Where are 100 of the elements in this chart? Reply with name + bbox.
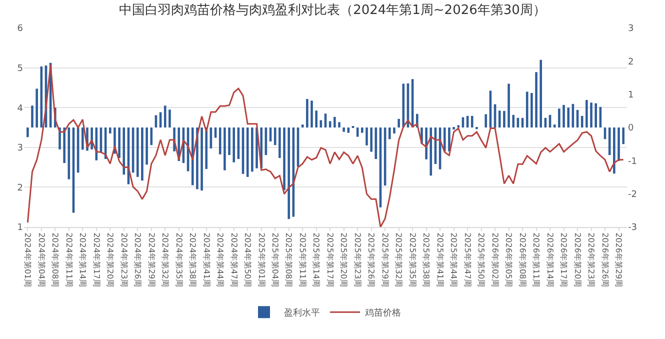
bar xyxy=(388,128,391,140)
x-tick-label: 2025年第47周 xyxy=(462,232,472,288)
bar xyxy=(109,128,112,134)
x-tick-label: 2026年第08周 xyxy=(518,232,527,288)
x-tick-label: 2024年第23周 xyxy=(119,232,128,288)
x-tick-label: 2025年第04周 xyxy=(270,232,280,288)
bar xyxy=(200,128,203,191)
bar xyxy=(224,128,226,170)
x-tick-label: 2025年第08周 xyxy=(284,232,294,288)
bar xyxy=(448,128,450,152)
bar xyxy=(278,128,281,158)
bar xyxy=(310,100,313,128)
bar xyxy=(334,116,336,128)
x-tick-label: 2026年第20周 xyxy=(572,232,582,288)
bar xyxy=(320,120,322,128)
x-tick-label: 2025年第01周 xyxy=(256,232,266,288)
y-tick-label: 3 xyxy=(17,144,23,154)
x-tick-label: 2025年第32周 xyxy=(394,232,404,288)
y2-tick-label: 1 xyxy=(628,90,634,100)
bar xyxy=(31,106,34,128)
x-tick-label: 2025年第38周 xyxy=(422,232,431,288)
bar xyxy=(530,93,533,128)
bar xyxy=(122,128,126,175)
x-tick-label: 2026年第23周 xyxy=(586,232,596,288)
y2-tick-label: -2 xyxy=(628,190,637,200)
bar xyxy=(82,128,84,150)
y2-tick-label: -1 xyxy=(628,156,637,167)
bar xyxy=(347,128,350,133)
x-tick-label: 2026年第26周 xyxy=(600,232,610,288)
bar xyxy=(613,128,616,174)
x-tick-label: 2024年第20周 xyxy=(106,232,115,288)
x-tick-label: 2024年第35周 xyxy=(174,232,184,288)
bar xyxy=(562,104,565,128)
bar xyxy=(306,98,308,128)
bar xyxy=(398,118,400,128)
x-tick-label: 2026年第17周 xyxy=(559,232,568,288)
bar xyxy=(498,110,501,128)
bar xyxy=(503,110,506,128)
bar xyxy=(26,128,29,138)
y2-tick-label: 2 xyxy=(628,57,634,68)
x-tick-label: 2024年第26周 xyxy=(133,232,142,288)
x-tick-label: 2025年第23周 xyxy=(352,232,362,288)
x-tick-label: 2024年第14周 xyxy=(78,232,88,288)
x-tick-label: 2024年第01周 xyxy=(23,232,32,288)
x-tick-label: 2024年第38周 xyxy=(188,232,198,288)
bar xyxy=(567,108,570,128)
bar xyxy=(443,128,446,152)
x-tick-label: 2025年第20周 xyxy=(339,232,348,288)
x-tick-label: 2024年第50周 xyxy=(243,232,252,288)
bar xyxy=(622,128,624,144)
bar xyxy=(288,128,290,220)
legend-label: 鸡苗价格 xyxy=(364,308,401,319)
bar xyxy=(512,114,515,128)
bar xyxy=(63,128,66,163)
bar xyxy=(540,60,542,128)
bar xyxy=(315,110,318,128)
x-tick-label: 2024年第47周 xyxy=(229,232,238,288)
bar xyxy=(328,121,332,128)
bar xyxy=(470,116,474,128)
bar xyxy=(393,128,396,134)
x-tick-label: 2024年第41周 xyxy=(202,232,211,288)
x-tick-label: 2024年第04周 xyxy=(36,232,46,288)
bar xyxy=(218,128,222,154)
x-tick-label: 2025年第50周 xyxy=(476,232,486,288)
bar xyxy=(283,128,286,190)
x-tick-label: 2026年第29周 xyxy=(614,232,624,288)
bar xyxy=(553,124,556,128)
y-tick-label: 4 xyxy=(17,104,24,114)
x-tick-label: 2025年第29周 xyxy=(380,232,390,288)
y-tick-label: 5 xyxy=(17,64,23,74)
y2-tick-label: 3 xyxy=(628,24,634,34)
bar xyxy=(535,72,538,128)
bar xyxy=(430,128,432,176)
x-tick-label: 2026年第02周 xyxy=(490,232,500,288)
bar xyxy=(118,128,120,158)
bar xyxy=(361,128,364,133)
bar xyxy=(526,92,528,128)
bar xyxy=(558,108,560,128)
x-tick-label: 2025年第44周 xyxy=(449,232,458,288)
bar xyxy=(251,128,254,172)
x-tick-label: 2025年第26周 xyxy=(366,232,376,288)
x-tick-label: 2024年第29周 xyxy=(146,232,156,288)
bar xyxy=(370,128,372,152)
bar xyxy=(150,128,153,146)
x-tick-label: 2024年第08周 xyxy=(50,232,60,288)
y-tick-label: 6 xyxy=(17,24,24,34)
legend-label: 盈利水平 xyxy=(284,308,320,319)
bar xyxy=(425,128,428,160)
bar xyxy=(136,128,139,177)
line-series xyxy=(26,64,624,227)
bar xyxy=(366,128,368,146)
x-tick-label: 2025年第17周 xyxy=(325,232,334,288)
bar xyxy=(168,110,171,128)
bar xyxy=(205,128,208,169)
bar xyxy=(594,103,597,128)
bar xyxy=(508,84,510,128)
bar xyxy=(164,106,166,128)
chart-title: 中国白羽肉鸡苗价格与肉鸡盈利对比表（2024年第1周~2026年第30周） xyxy=(119,3,546,18)
x-tick-label: 2024年第44周 xyxy=(216,232,225,288)
x-tick-label: 2026年第05周 xyxy=(504,232,514,288)
